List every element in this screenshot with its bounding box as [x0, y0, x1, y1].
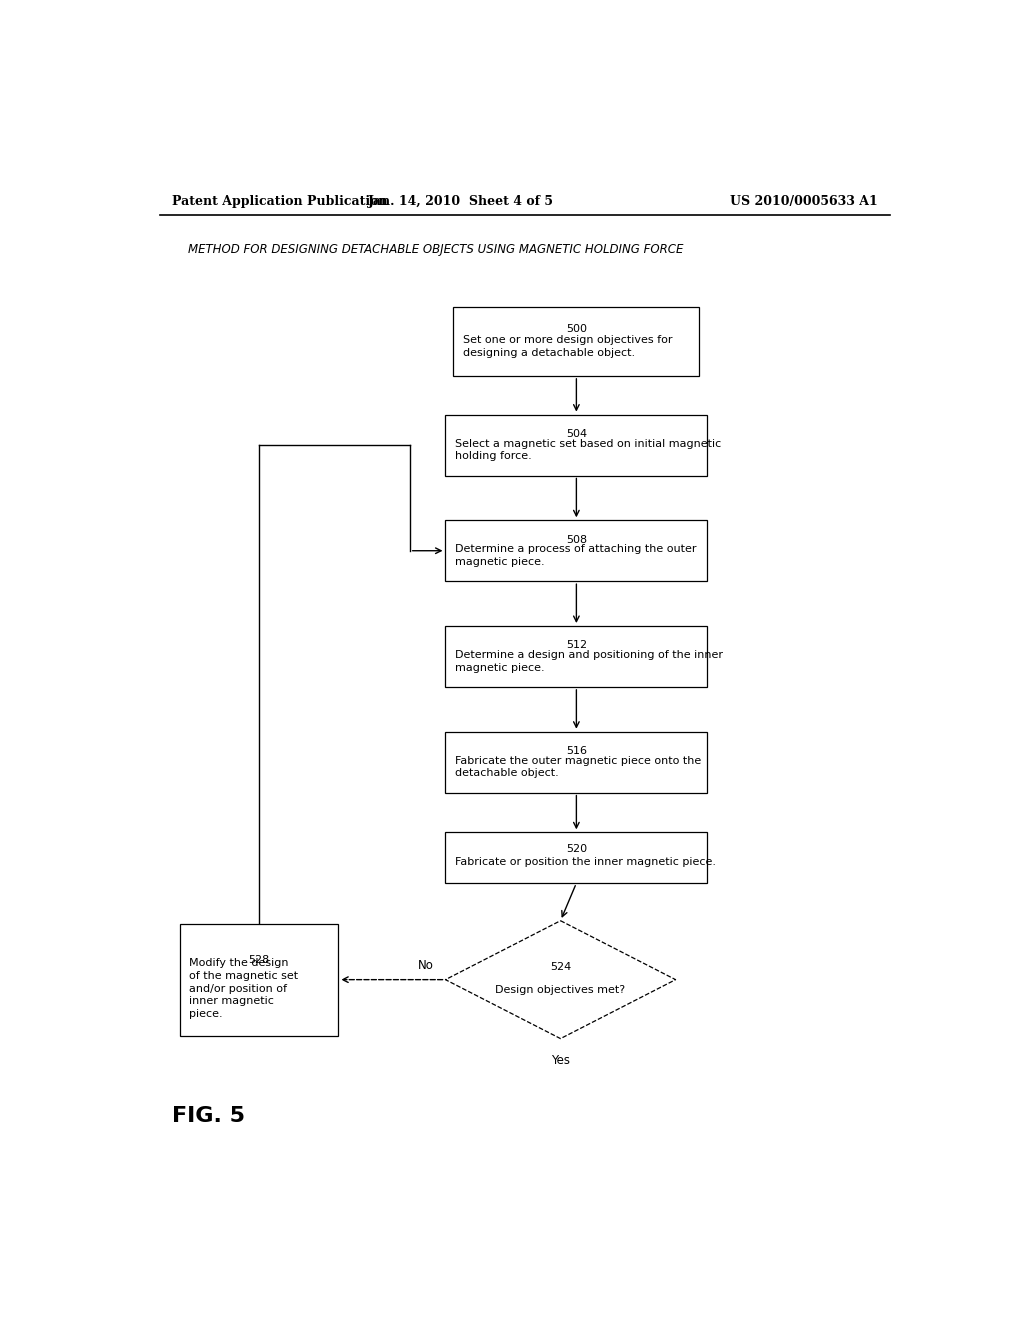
Text: Patent Application Publication: Patent Application Publication — [172, 194, 387, 207]
Text: 524: 524 — [550, 962, 571, 973]
Polygon shape — [445, 921, 676, 1039]
Text: 500: 500 — [566, 323, 587, 334]
Text: FIG. 5: FIG. 5 — [172, 1106, 245, 1126]
Text: Fabricate or position the inner magnetic piece.: Fabricate or position the inner magnetic… — [455, 857, 716, 867]
Text: No: No — [418, 958, 433, 972]
FancyBboxPatch shape — [445, 833, 708, 883]
FancyBboxPatch shape — [445, 414, 708, 475]
Text: Modify the design
of the magnetic set
and/or position of
inner magnetic
piece.: Modify the design of the magnetic set an… — [189, 958, 298, 1019]
Text: METHOD FOR DESIGNING DETACHABLE OBJECTS USING MAGNETIC HOLDING FORCE: METHOD FOR DESIGNING DETACHABLE OBJECTS … — [187, 243, 683, 256]
Text: Determine a process of attaching the outer
magnetic piece.: Determine a process of attaching the out… — [455, 544, 696, 568]
FancyBboxPatch shape — [445, 731, 708, 792]
Text: 508: 508 — [566, 535, 587, 545]
Text: 512: 512 — [566, 640, 587, 651]
Text: Fabricate the outer magnetic piece onto the
detachable object.: Fabricate the outer magnetic piece onto … — [455, 755, 701, 779]
Text: Select a magnetic set based on initial magnetic
holding force.: Select a magnetic set based on initial m… — [455, 438, 721, 461]
Text: Design objectives met?: Design objectives met? — [496, 985, 626, 995]
Text: 520: 520 — [566, 843, 587, 854]
FancyBboxPatch shape — [179, 924, 338, 1036]
Text: US 2010/0005633 A1: US 2010/0005633 A1 — [730, 194, 878, 207]
Text: Set one or more design objectives for
designing a detachable object.: Set one or more design objectives for de… — [463, 335, 673, 358]
FancyBboxPatch shape — [445, 520, 708, 581]
Text: 504: 504 — [566, 429, 587, 440]
Text: 516: 516 — [566, 746, 587, 756]
Text: Determine a design and positioning of the inner
magnetic piece.: Determine a design and positioning of th… — [455, 649, 723, 673]
FancyBboxPatch shape — [454, 306, 699, 376]
Text: 528: 528 — [248, 954, 269, 965]
Text: Jan. 14, 2010  Sheet 4 of 5: Jan. 14, 2010 Sheet 4 of 5 — [369, 194, 554, 207]
Text: Yes: Yes — [551, 1055, 570, 1068]
FancyBboxPatch shape — [445, 626, 708, 686]
